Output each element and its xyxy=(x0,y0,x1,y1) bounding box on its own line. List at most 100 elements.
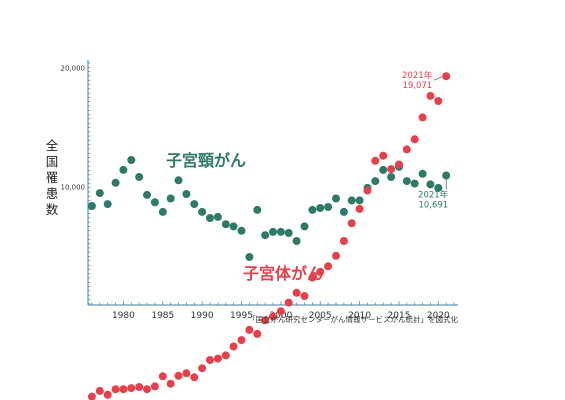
data-point xyxy=(245,325,254,334)
data-point xyxy=(119,165,128,174)
data-point xyxy=(127,156,136,164)
data-point xyxy=(324,203,333,211)
annotation-text: 2021年 xyxy=(402,70,433,81)
data-point xyxy=(410,179,419,188)
x-tick-label: 1990 xyxy=(191,311,214,321)
data-point xyxy=(213,212,222,221)
data-point xyxy=(434,97,443,105)
data-point xyxy=(292,288,301,297)
y-axis-label-char: 国 xyxy=(46,154,59,169)
data-point xyxy=(284,298,293,307)
data-point xyxy=(371,177,380,186)
data-point xyxy=(402,177,411,186)
y-tick-labels: 20,000 10,000 xyxy=(61,65,86,192)
data-point xyxy=(150,382,159,391)
data-point xyxy=(332,251,340,260)
data-point xyxy=(284,229,293,237)
data-point xyxy=(190,373,199,382)
data-point xyxy=(276,307,285,316)
data-point xyxy=(229,342,238,351)
data-point xyxy=(410,135,419,144)
data-point xyxy=(111,178,120,187)
data-point xyxy=(426,91,435,100)
data-point xyxy=(269,227,277,236)
data-point xyxy=(206,214,214,222)
data-point xyxy=(308,273,317,282)
y-axis-label-char: 数 xyxy=(46,202,59,217)
x-tick-label: 1995 xyxy=(230,311,253,321)
data-point xyxy=(229,222,238,231)
data-point xyxy=(418,169,427,178)
x-tick-label: 2000 xyxy=(269,311,292,321)
data-points xyxy=(87,72,451,400)
data-point xyxy=(135,173,144,181)
data-point xyxy=(418,113,427,122)
data-point xyxy=(300,222,309,231)
series-label-endometrial: 子宮体がん xyxy=(243,264,323,283)
data-point xyxy=(379,165,388,174)
annotation-leader xyxy=(434,76,443,81)
data-point xyxy=(371,156,380,165)
y-tick-label: 10,000 xyxy=(61,184,86,192)
data-point xyxy=(402,145,411,154)
annotation-text: 19,071 xyxy=(402,81,432,91)
data-point xyxy=(387,173,396,181)
data-point xyxy=(150,198,159,207)
data-point xyxy=(237,226,246,235)
y-axis-label: 全国罹患数 xyxy=(46,138,59,217)
data-point xyxy=(119,385,128,394)
data-point xyxy=(111,385,120,394)
data-point xyxy=(87,392,96,400)
data-point xyxy=(182,369,191,378)
data-point xyxy=(442,72,451,81)
data-point xyxy=(253,205,262,214)
data-point xyxy=(198,364,207,373)
y-minor-ticks xyxy=(88,62,91,305)
data-point xyxy=(135,383,144,391)
series-label-cervical: 子宮頸がん xyxy=(166,151,246,170)
data-point xyxy=(103,200,112,209)
axes: 20,000 10,000 1980 1985 1990 1995 2000 2005 201… xyxy=(61,60,458,321)
data-point xyxy=(174,176,183,185)
data-point xyxy=(95,386,104,395)
data-point xyxy=(332,194,340,203)
data-point xyxy=(387,165,396,174)
data-point xyxy=(292,237,301,245)
data-point xyxy=(87,202,96,210)
x-tick-labels: 1980 1985 1990 1995 2000 2005 2010 2015 2020 xyxy=(112,311,450,321)
x-tick-label: 2015 xyxy=(388,311,411,321)
annotation-text: 10,691 xyxy=(418,201,448,211)
data-point xyxy=(261,231,270,240)
data-point xyxy=(308,205,317,214)
data-point xyxy=(276,227,285,236)
x-minor-ticks xyxy=(91,301,455,305)
x-tick-label: 1980 xyxy=(112,311,135,321)
data-point xyxy=(269,312,277,321)
source-note: 「国立がん研究センターがん情報サービスがん統計」を図式化 xyxy=(248,314,458,324)
data-point xyxy=(190,200,199,209)
data-point xyxy=(206,356,214,364)
data-point xyxy=(245,253,254,261)
series-cervical-points xyxy=(87,156,451,261)
data-point xyxy=(198,207,207,216)
data-point xyxy=(363,186,372,195)
x-tick-label: 2020 xyxy=(427,311,450,321)
data-point xyxy=(95,189,104,198)
data-point xyxy=(166,194,175,203)
y-tick-label: 20,000 xyxy=(61,65,86,73)
data-point xyxy=(316,267,325,276)
data-point xyxy=(339,237,348,245)
data-point xyxy=(300,292,309,300)
data-point xyxy=(213,354,222,363)
data-point xyxy=(221,351,230,360)
data-point xyxy=(127,384,136,393)
data-point xyxy=(166,379,175,388)
data-point xyxy=(339,207,348,216)
y-axis-label-char: 患 xyxy=(46,186,59,201)
data-point xyxy=(379,151,388,160)
data-point xyxy=(434,183,443,192)
data-point xyxy=(347,219,356,228)
data-point xyxy=(158,372,167,381)
